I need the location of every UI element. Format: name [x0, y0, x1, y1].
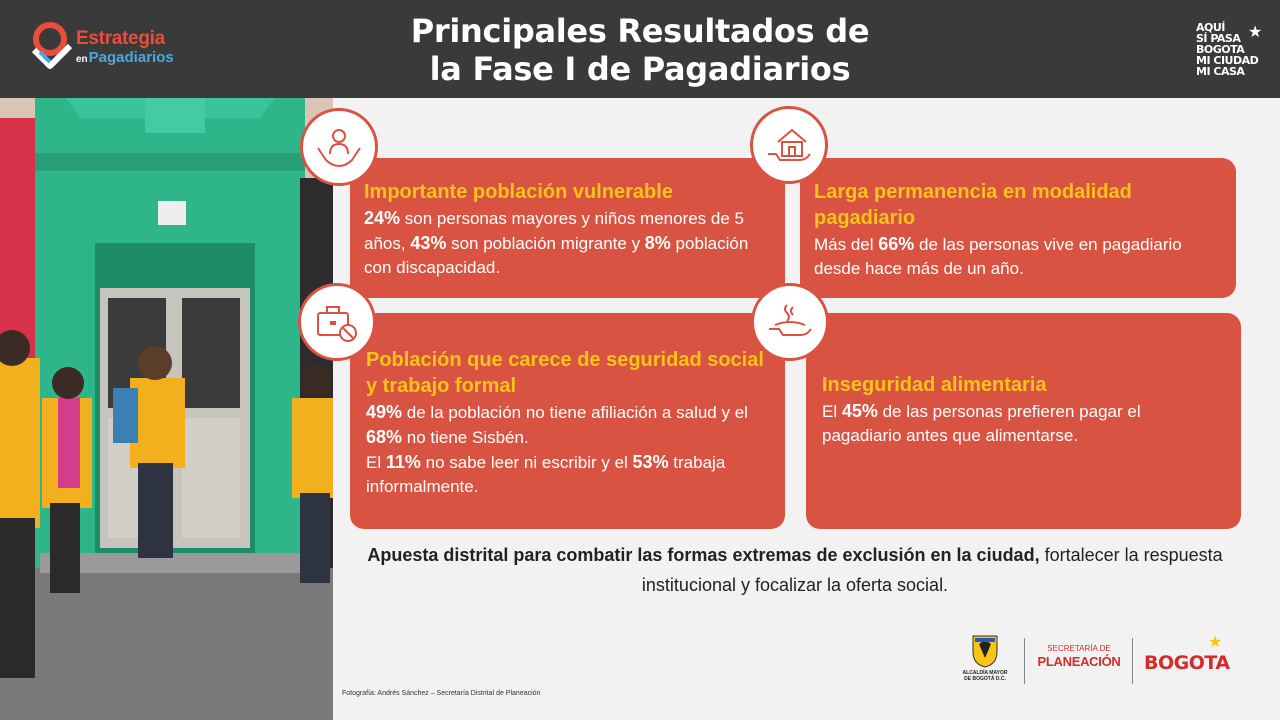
caring-hands-person-icon [300, 108, 378, 186]
card-long-permanence: Larga permanencia en modalidad pagadiari… [800, 158, 1236, 298]
planeacion-label: PLANEACIÓN [1037, 654, 1121, 669]
card-title: Población que carece de seguridad social… [366, 349, 764, 397]
page-title: Principales Resultados de la Fase I de P… [410, 12, 870, 88]
card-food-insecurity: Inseguridad alimentaria El 45% de las pe… [806, 313, 1241, 529]
card-vulnerable-population: Importante población vulnerable 24% son … [350, 158, 785, 298]
hand-house-icon [750, 106, 828, 184]
card-title: Larga permanencia en modalidad pagadiari… [814, 181, 1132, 229]
card-social-security: Población que carece de seguridad social… [350, 313, 785, 529]
star-icon: ★ [1208, 634, 1223, 651]
logo-word-estrategia: Estrategia [76, 28, 165, 49]
card-text: 24% son personas mayores y niños menores… [364, 208, 749, 277]
header-bar: Estrategia enPagadiarios Principales Res… [0, 0, 1280, 98]
coat-of-arms-icon [972, 635, 998, 668]
card-text: El 45% de las personas prefieren pagar e… [822, 401, 1141, 445]
card-title: Inseguridad alimentaria [822, 374, 1047, 396]
card-text-secondary: El 11% no sabe leer ni escribir y el 53%… [366, 452, 726, 496]
logo-word-pagadiarios: enPagadiarios [76, 49, 174, 66]
bogota-logo: BOGOTA [1144, 652, 1230, 674]
star-icon: ★ [1248, 22, 1262, 41]
closing-statement: Apuesta distrital para combatir las form… [367, 545, 1223, 595]
hand-food-plate-icon [751, 283, 829, 361]
logo-divider [1024, 638, 1025, 684]
card-text: 49% de la población no tiene afiliación … [366, 402, 748, 447]
photo-credit: Fotografía: Andrés Sánchez – Secretaría … [342, 690, 541, 697]
card-text: Más del 66% de las personas vive en paga… [814, 234, 1182, 278]
estrategia-pagadiarios-logo: Estrategia enPagadiarios [30, 22, 200, 74]
logo-divider [1132, 638, 1133, 684]
card-title: Importante población vulnerable [364, 181, 673, 203]
secretaria-label: SECRETARÍA DE [1047, 644, 1111, 653]
field-workers-photo [0, 98, 333, 720]
institutional-logos: ALCALDÍA MAYOR DE BOGOTÁ D.C. SECRETARÍA … [962, 634, 1230, 684]
aqui-si-pasa-bogota-logo: AQUÍ SÍ PASA BOGOTA MI CIUDAD MI CASA ★ [1196, 21, 1262, 78]
location-pin-check-icon [31, 22, 72, 69]
briefcase-forbidden-icon [298, 283, 376, 361]
